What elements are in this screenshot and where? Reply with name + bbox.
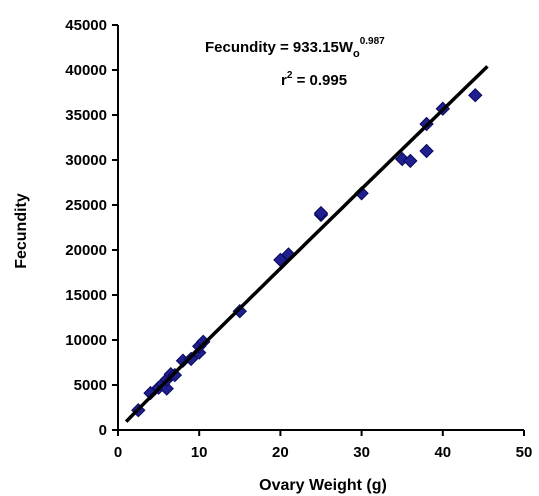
x-axis-label: Ovary Weight (g) (259, 477, 387, 494)
x-tick-label: 10 (191, 444, 208, 461)
fit-line (124, 65, 489, 423)
equation-exponent: 0.987 (360, 36, 385, 47)
equation-subscript: o (353, 48, 360, 60)
fit-line-group (124, 65, 489, 423)
data-point (468, 87, 483, 103)
data-point (419, 143, 434, 159)
equation-annotation: Fecundity = 933.15Wo0.987 (205, 36, 385, 60)
y-tick-label: 5000 (74, 377, 107, 394)
tick-labels: 0 5000 10000 15000 20000 25000 30000 35000 40000… (65, 17, 532, 461)
r-squared-base: r (281, 72, 287, 89)
r-squared-superscript: 2 (287, 70, 293, 81)
axes (112, 24, 525, 436)
x-tick-label: 50 (516, 444, 533, 461)
y-axis-label: Fecundity (13, 193, 30, 269)
data-point (313, 205, 329, 221)
r-squared-annotation: r2 = 0.995 (281, 70, 347, 89)
y-tick-label: 0 (99, 422, 107, 439)
equation-base: Fecundity = 933.15W (205, 39, 354, 56)
y-tick-label: 35000 (65, 107, 107, 124)
x-tick-label: 40 (434, 444, 451, 461)
y-tick-label: 30000 (65, 152, 107, 169)
x-tick-label: 30 (353, 444, 370, 461)
y-tick-label: 15000 (65, 287, 107, 304)
data-points (131, 87, 483, 418)
y-tick-label: 20000 (65, 242, 107, 259)
y-tick-label: 40000 (65, 62, 107, 79)
y-tick-label: 45000 (65, 17, 107, 34)
data-point (232, 303, 248, 319)
x-tick-label: 0 (114, 444, 122, 461)
data-point (403, 153, 418, 169)
r-squared-value: = 0.995 (292, 72, 347, 89)
y-tick-label: 25000 (65, 197, 107, 214)
y-tick-label: 10000 (65, 332, 107, 349)
x-tick-label: 20 (272, 444, 289, 461)
